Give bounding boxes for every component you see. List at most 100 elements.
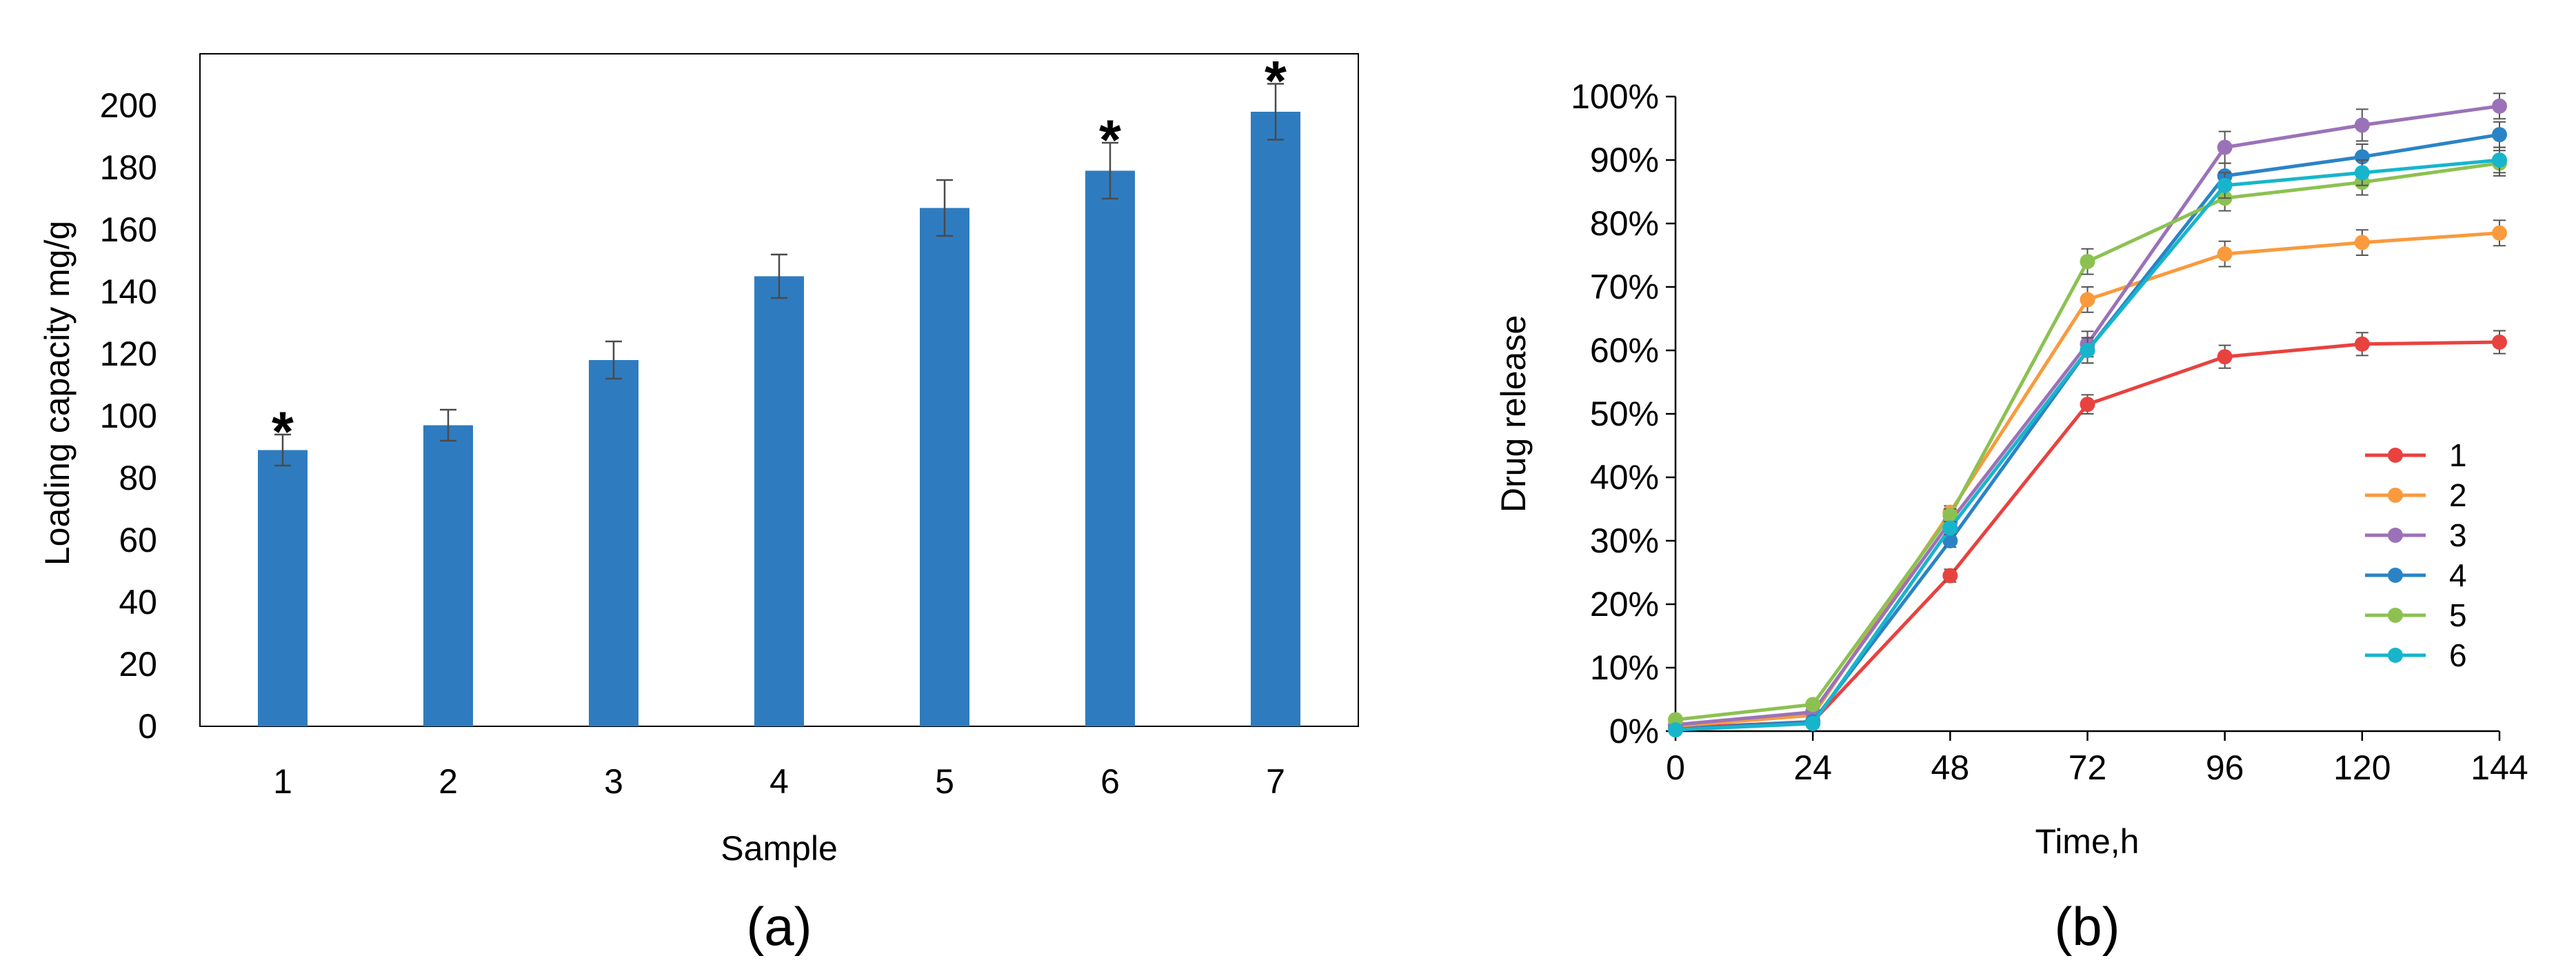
legend-marker-2 bbox=[2388, 488, 2403, 503]
series-line bbox=[1675, 161, 2500, 721]
y-tick-label: 40% bbox=[1590, 458, 1659, 497]
legend-marker-4 bbox=[2388, 568, 2403, 583]
data-point bbox=[2080, 254, 2095, 270]
y-tick-label: 30% bbox=[1590, 521, 1659, 560]
bar bbox=[258, 450, 308, 726]
y-tick-label: 160 bbox=[100, 210, 157, 249]
data-point bbox=[2354, 336, 2370, 352]
x-tick-label: 144 bbox=[2471, 748, 2528, 787]
series-line bbox=[1675, 158, 2500, 732]
legend-marker-5 bbox=[2388, 608, 2403, 623]
y-tick-label: 60 bbox=[119, 521, 157, 559]
y-tick-label: 10% bbox=[1590, 648, 1659, 687]
data-point bbox=[1805, 715, 1821, 731]
x-axis-title: Time,h bbox=[2035, 822, 2140, 861]
significance-star: * bbox=[1099, 109, 1121, 172]
y-tick-label: 0 bbox=[138, 707, 157, 746]
x-tick-label: 6 bbox=[1100, 762, 1120, 801]
x-tick-label: 48 bbox=[1931, 748, 1970, 787]
y-tick-labels: 0% 10% 20% 30% 40% 50% 60% 70% 80% 90% 100% bbox=[1571, 77, 1676, 750]
y-axis-title: Loading capacity mg/g bbox=[38, 221, 77, 566]
x-axis-title: Sample bbox=[721, 829, 838, 868]
significance-star: * bbox=[1265, 50, 1287, 113]
y-tick-label: 100 bbox=[100, 397, 157, 435]
legend-marker-1 bbox=[2388, 448, 2403, 463]
y-tick-label: 200 bbox=[100, 86, 157, 125]
y-tick-label: 20% bbox=[1590, 585, 1659, 624]
y-tick-label: 180 bbox=[100, 148, 157, 187]
x-tick-label: 3 bbox=[604, 762, 623, 801]
bar bbox=[1251, 112, 1300, 726]
data-point bbox=[2217, 349, 2233, 365]
error-bars bbox=[274, 83, 1284, 467]
data-point bbox=[2080, 343, 2095, 358]
bar bbox=[423, 425, 473, 726]
x-tick-label: 1 bbox=[273, 762, 292, 801]
y-tick-label: 60% bbox=[1590, 331, 1659, 370]
bars bbox=[258, 112, 1300, 726]
series-lines bbox=[1668, 92, 2507, 738]
y-tick-label: 0% bbox=[1609, 712, 1659, 750]
data-point bbox=[2217, 139, 2233, 155]
y-tick-label: 80 bbox=[119, 459, 157, 497]
x-tick-label: 7 bbox=[1266, 762, 1285, 801]
y-tick-label: 40 bbox=[119, 583, 157, 621]
data-point bbox=[2217, 177, 2233, 193]
legend-label-2: 2 bbox=[2449, 477, 2467, 513]
data-point bbox=[2492, 98, 2507, 114]
x-tick-label: 2 bbox=[439, 762, 458, 801]
data-point bbox=[2492, 335, 2507, 350]
data-point bbox=[2354, 235, 2370, 250]
data-point bbox=[2354, 165, 2370, 181]
y-tick-label: 80% bbox=[1590, 204, 1659, 243]
y-axis-title: Drug release bbox=[1494, 315, 1533, 512]
legend-label-3: 3 bbox=[2449, 517, 2467, 553]
bar bbox=[1085, 170, 1135, 726]
x-tick-label: 0 bbox=[1666, 748, 1685, 787]
bar bbox=[920, 208, 969, 726]
significance-markers: * * * bbox=[272, 50, 1287, 464]
data-point bbox=[1942, 533, 1958, 548]
data-point bbox=[1668, 722, 1683, 738]
bar bbox=[589, 360, 638, 726]
data-point bbox=[2217, 246, 2233, 262]
legend-label-5: 5 bbox=[2449, 597, 2467, 633]
y-tick-label: 140 bbox=[100, 272, 157, 311]
y-tick-label: 100% bbox=[1571, 77, 1659, 116]
legend-marker-6 bbox=[2388, 648, 2403, 663]
series-4 bbox=[1668, 121, 2507, 737]
x-tick-label: 5 bbox=[935, 762, 954, 801]
legend: 1 2 3 4 5 6 bbox=[2365, 437, 2467, 673]
y-tick-label: 90% bbox=[1590, 141, 1659, 179]
x-tick-label: 120 bbox=[2333, 748, 2391, 787]
y-tick-label: 50% bbox=[1590, 395, 1659, 433]
x-tick-label: 96 bbox=[2206, 748, 2244, 787]
x-tick-label: 24 bbox=[1793, 748, 1832, 787]
data-point bbox=[1942, 520, 1958, 536]
y-tick-label: 120 bbox=[100, 335, 157, 373]
data-point bbox=[1942, 508, 1958, 524]
data-point bbox=[2492, 225, 2507, 241]
legend-label-1: 1 bbox=[2449, 437, 2467, 473]
x-tick-label: 72 bbox=[2069, 748, 2107, 787]
series-5 bbox=[1668, 150, 2507, 728]
panel-label-a: (a) bbox=[746, 896, 812, 957]
y-tick-label: 20 bbox=[119, 645, 157, 684]
y-tick-labels: 0 20 40 60 80 100 120 140 160 180 200 bbox=[100, 86, 157, 746]
series-1 bbox=[1668, 330, 2507, 736]
drug-release-chart: 0%10%20%30%40%50%60%70%80%90%100% 0 24 48 7… bbox=[1494, 77, 2528, 957]
legend-marker-3 bbox=[2388, 528, 2403, 543]
x-tick-labels: 1 2 3 4 5 6 7 bbox=[273, 762, 1285, 801]
data-point bbox=[2354, 117, 2370, 133]
legend-label-6: 6 bbox=[2449, 637, 2467, 673]
data-point bbox=[2492, 152, 2507, 168]
series-line bbox=[1675, 132, 2500, 731]
legend-label-4: 4 bbox=[2449, 557, 2467, 593]
series-line bbox=[1675, 104, 2500, 727]
significance-star: * bbox=[272, 401, 294, 464]
series-6 bbox=[1668, 146, 2507, 738]
x-tick-label: 4 bbox=[769, 762, 789, 801]
data-point bbox=[1805, 697, 1821, 713]
